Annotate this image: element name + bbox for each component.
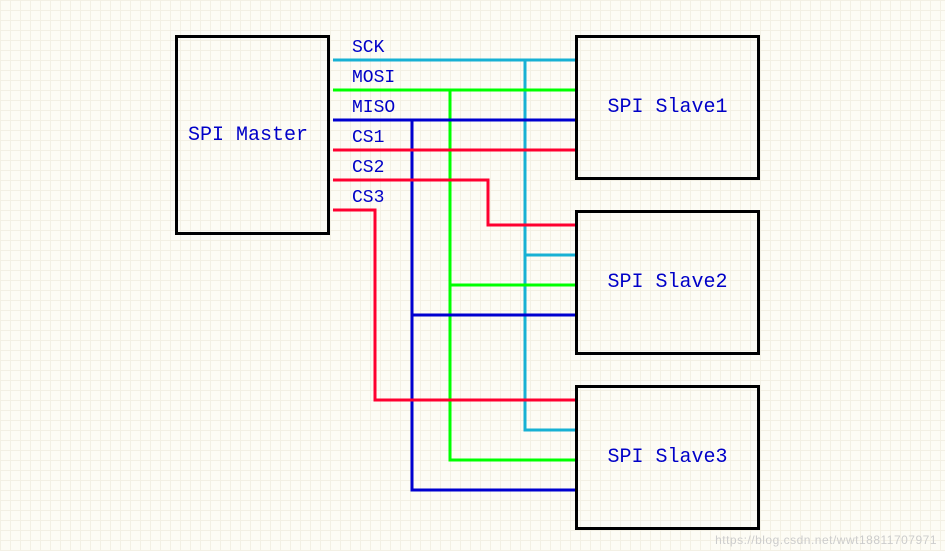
node-master-label: SPI Master <box>188 124 308 147</box>
wire <box>333 210 575 400</box>
node-slave1: SPI Slave1 <box>575 35 760 180</box>
wire <box>525 255 575 430</box>
node-slave3: SPI Slave3 <box>575 385 760 530</box>
watermark: https://blog.csdn.net/wwt18811707971 <box>715 533 937 547</box>
wire <box>412 315 575 490</box>
wire <box>450 285 575 460</box>
label-miso: MISO <box>352 98 395 118</box>
label-mosi: MOSI <box>352 68 395 88</box>
node-slave2-label: SPI Slave2 <box>607 271 727 294</box>
node-master: SPI Master <box>175 35 330 235</box>
node-slave3-label: SPI Slave3 <box>607 446 727 469</box>
wire-layer <box>0 0 945 551</box>
node-slave2: SPI Slave2 <box>575 210 760 355</box>
label-cs2: CS2 <box>352 158 384 178</box>
wire <box>412 120 575 315</box>
label-cs3: CS3 <box>352 188 384 208</box>
wire <box>525 60 575 255</box>
wire <box>450 90 575 285</box>
diagram-canvas: SPI Master SPI Slave1 SPI Slave2 SPI Sla… <box>0 0 945 551</box>
node-slave1-label: SPI Slave1 <box>607 96 727 119</box>
label-sck: SCK <box>352 38 384 58</box>
label-cs1: CS1 <box>352 128 384 148</box>
